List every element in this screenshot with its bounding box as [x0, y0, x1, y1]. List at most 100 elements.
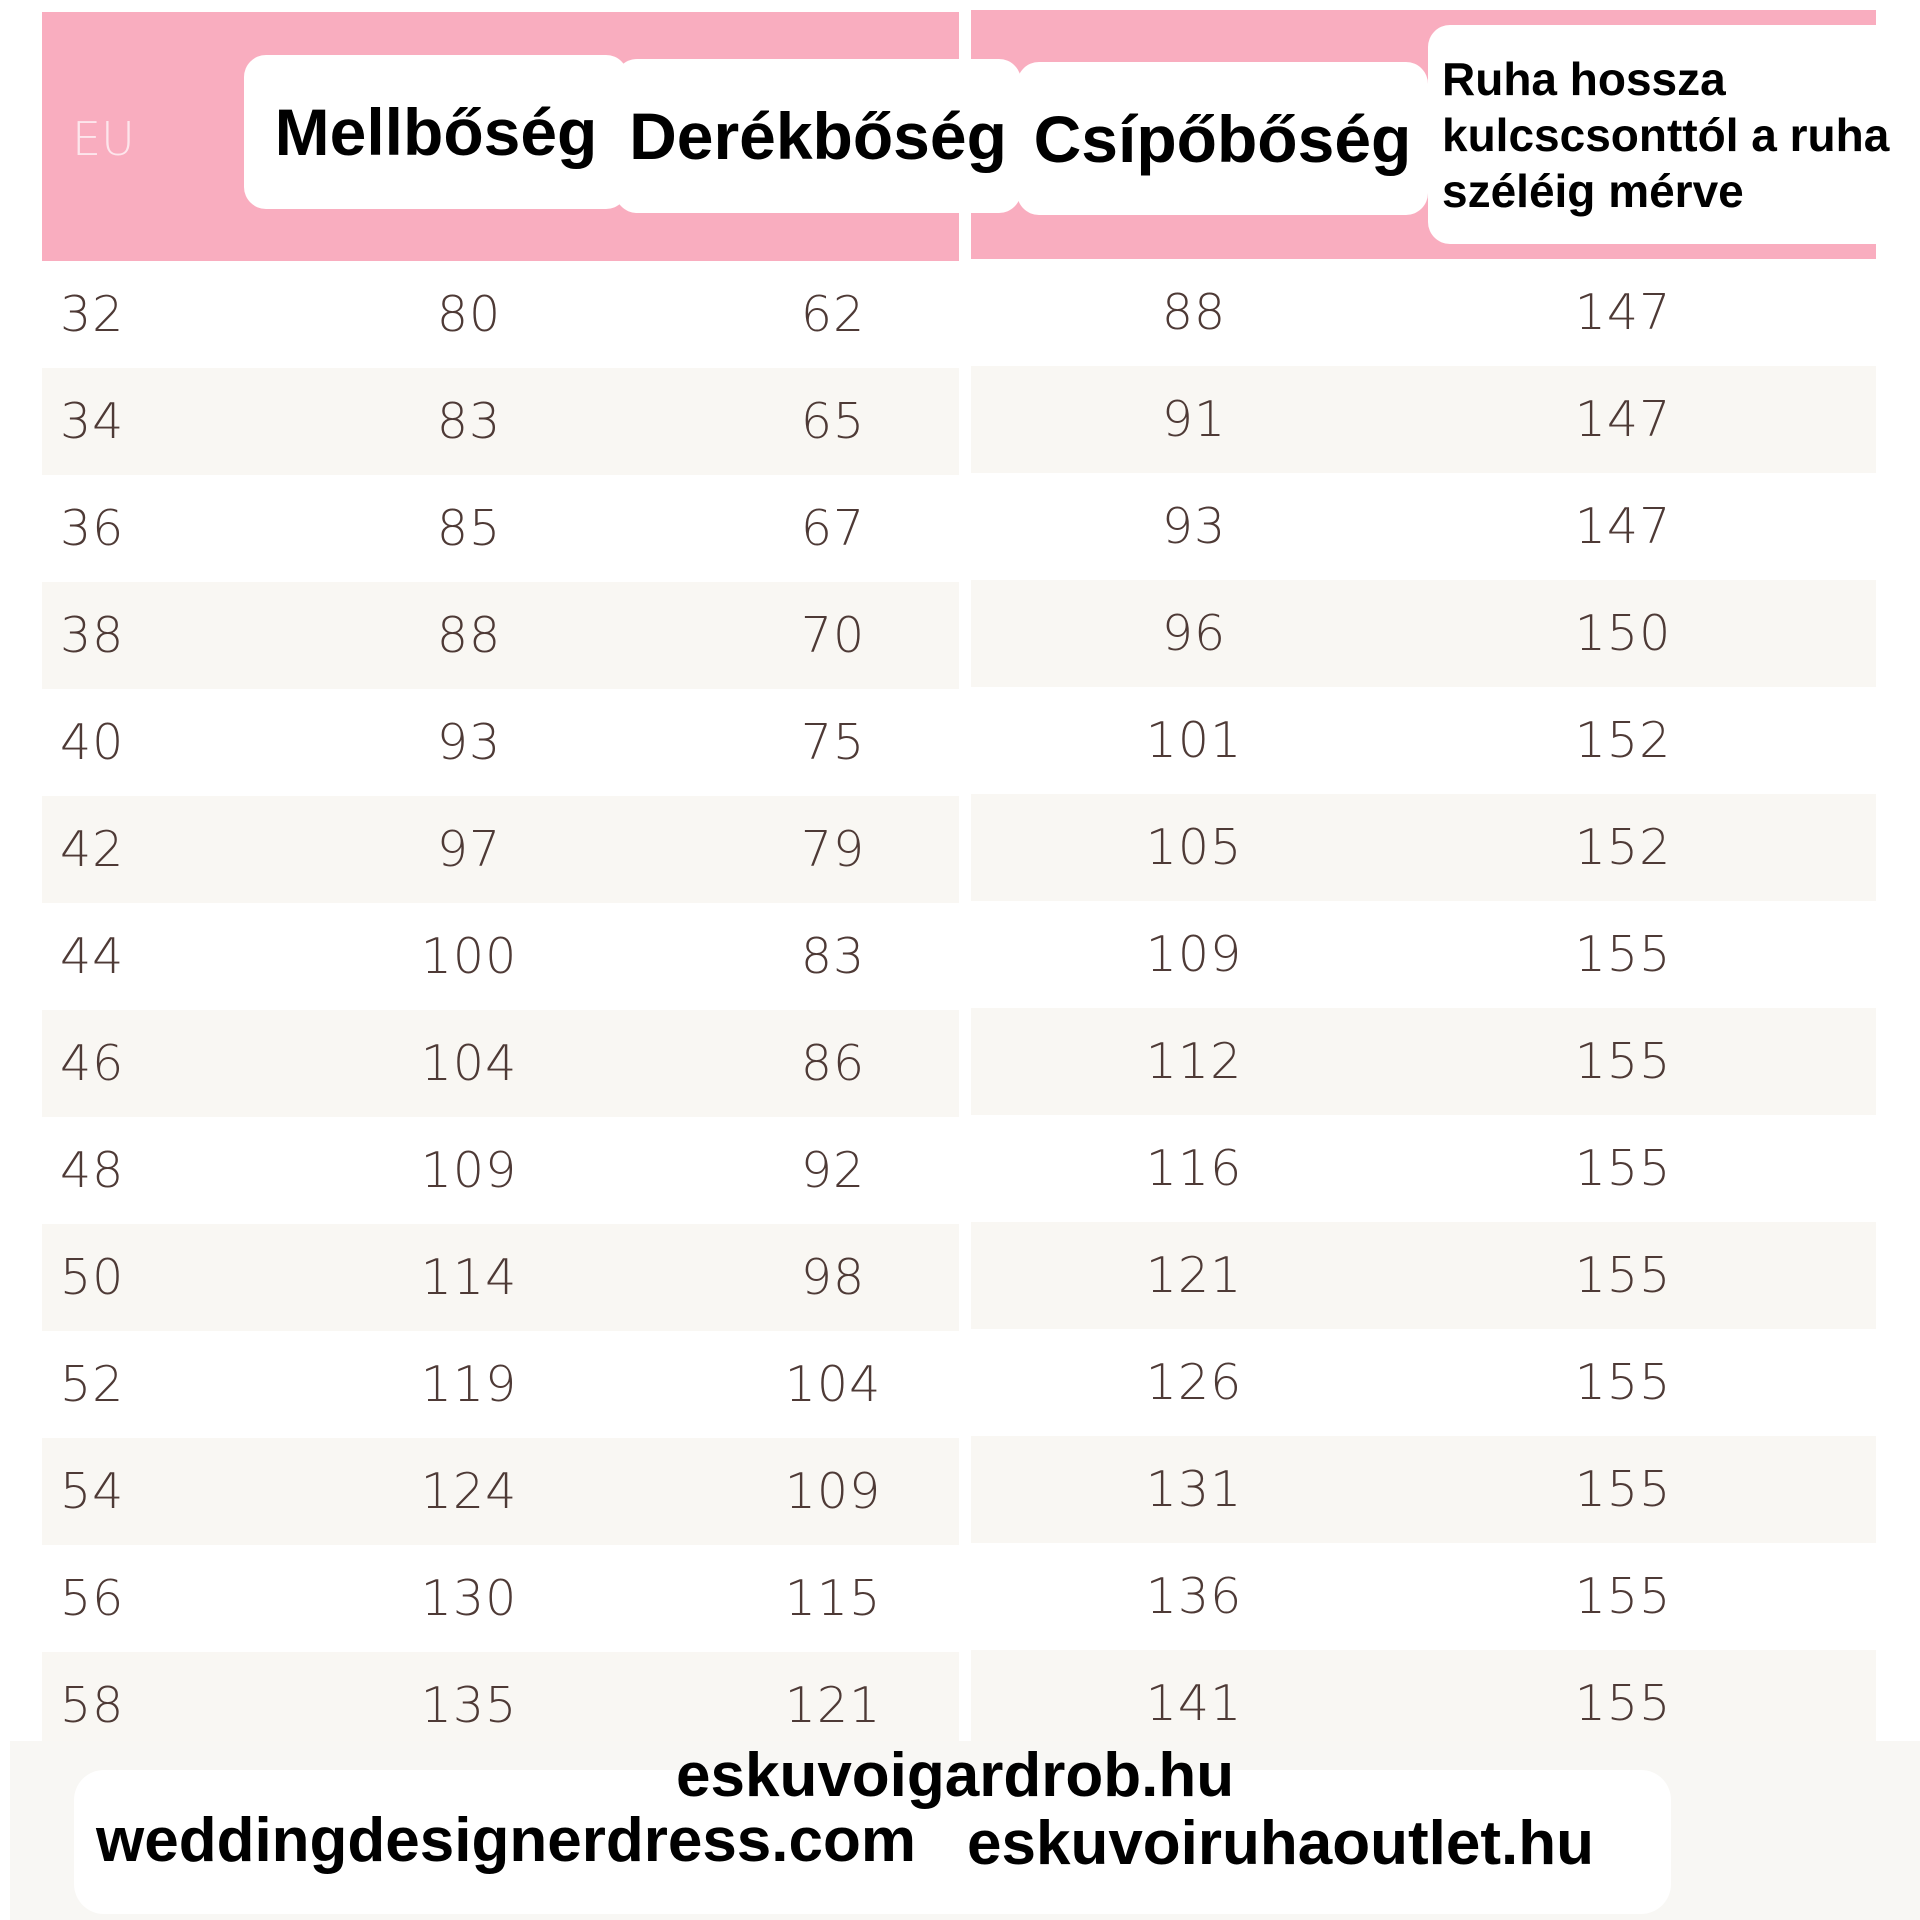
table-cell: 100 [420, 928, 518, 985]
table-row: 52 119 104 [42, 1331, 959, 1438]
table-cell: 104 [420, 1035, 518, 1092]
table-cell: 152 [1574, 819, 1672, 876]
table-cell: 36 [60, 500, 125, 557]
table-row: 46 104 86 [42, 1010, 959, 1117]
header-bust: Mellbőség [244, 55, 628, 209]
table-cell: 109 [420, 1142, 518, 1199]
table-cell: 105 [1145, 819, 1243, 876]
table-row: 88 147 [971, 259, 1876, 366]
table-cell: 121 [784, 1677, 882, 1734]
table-row: 116 155 [971, 1115, 1876, 1222]
table-row: 32 80 62 [42, 261, 959, 368]
table-row: 34 83 65 [42, 368, 959, 475]
header-length-line: széléig mérve [1442, 164, 1744, 217]
table-cell: 83 [436, 393, 502, 450]
table-row: 40 93 75 [42, 689, 959, 796]
table-row: 126 155 [971, 1329, 1876, 1436]
table-cell: 131 [1145, 1461, 1243, 1518]
table-cell: 48 [60, 1142, 125, 1199]
table-cell: 130 [420, 1570, 518, 1627]
table-cell: 155 [1574, 1675, 1672, 1732]
table-row: 121 155 [971, 1222, 1876, 1329]
table-cell: 62 [800, 286, 866, 343]
table-cell: 67 [800, 500, 866, 557]
table-cell: 150 [1574, 605, 1672, 662]
table-cell: 101 [1145, 712, 1243, 769]
table-cell: 136 [1145, 1568, 1243, 1625]
table-cell: 104 [784, 1356, 882, 1413]
website-weddingdesignerdress: weddingdesignerdress.com [96, 1806, 916, 1875]
table-row: 105 152 [971, 794, 1876, 901]
table-row: 54 124 109 [42, 1438, 959, 1545]
table-cell: 93 [1161, 498, 1227, 555]
table-cell: 32 [60, 286, 125, 343]
table-row: 136 155 [971, 1543, 1876, 1650]
table-row: 131 155 [971, 1436, 1876, 1543]
table-row: 112 155 [971, 1008, 1876, 1115]
header-dress-length: Ruha hossza kulcscsonttól a ruha széléig… [1428, 25, 1889, 244]
table-cell: 112 [1145, 1033, 1243, 1090]
table-cell: 155 [1574, 1247, 1672, 1304]
website-eskuvoigardrob: eskuvoigardrob.hu [676, 1741, 1235, 1810]
table-cell: 155 [1574, 926, 1672, 983]
table-row: 38 88 70 [42, 582, 959, 689]
table-cell: 54 [60, 1463, 125, 1520]
table-cell: 147 [1574, 284, 1672, 341]
table-row: 42 97 79 [42, 796, 959, 903]
table-cell: 96 [1161, 605, 1227, 662]
header-eu: EU [72, 112, 135, 166]
header-hip-label: Csípőbőség [1033, 101, 1412, 176]
table-cell: 152 [1574, 712, 1672, 769]
table-row: 141 155 [971, 1650, 1876, 1757]
table-cell: 42 [60, 821, 125, 878]
table-cell: 155 [1574, 1354, 1672, 1411]
table-row: 44 100 83 [42, 903, 959, 1010]
table-cell: 70 [800, 607, 866, 664]
table-cell: 65 [800, 393, 866, 450]
table-cell: 83 [800, 928, 866, 985]
table-cell: 124 [420, 1463, 518, 1520]
header-waist: Derékbőség [615, 59, 1021, 213]
table-row: 93 147 [971, 473, 1876, 580]
table-row: 109 155 [971, 901, 1876, 1008]
table-cell: 126 [1145, 1354, 1243, 1411]
table-cell: 34 [60, 393, 125, 450]
table-cell: 85 [436, 500, 502, 557]
table-cell: 147 [1574, 498, 1672, 555]
header-hip: Csípőbőség [1017, 62, 1428, 215]
table-cell: 58 [60, 1677, 125, 1734]
website-eskuvoiruhaoutlet: eskuvoiruhaoutlet.hu [967, 1809, 1594, 1878]
table-cell: 44 [60, 928, 125, 985]
header-length-line: kulcscsonttól a ruha [1442, 108, 1890, 161]
table-cell: 88 [1161, 284, 1227, 341]
table-cell: 46 [60, 1035, 125, 1092]
table-cell: 121 [1145, 1247, 1243, 1304]
table-cell: 115 [784, 1570, 882, 1627]
table-cell: 86 [800, 1035, 866, 1092]
table-cell: 147 [1574, 391, 1672, 448]
table-cell: 135 [420, 1677, 518, 1734]
table-cell: 155 [1574, 1461, 1672, 1518]
table-row: 101 152 [971, 687, 1876, 794]
table-cell: 119 [420, 1356, 518, 1413]
table-cell: 91 [1161, 391, 1227, 448]
table-row: 48 109 92 [42, 1117, 959, 1224]
table-cell: 93 [436, 714, 502, 771]
table-cell: 79 [800, 821, 866, 878]
table-cell: 116 [1145, 1140, 1243, 1197]
table-cell: 109 [784, 1463, 882, 1520]
table-cell: 40 [60, 714, 125, 771]
table-row: 36 85 67 [42, 475, 959, 582]
table-row: 91 147 [971, 366, 1876, 473]
table-cell: 52 [60, 1356, 125, 1413]
table-cell: 97 [436, 821, 502, 878]
table-row: 56 130 115 [42, 1545, 959, 1652]
table-cell: 50 [60, 1249, 125, 1306]
table-row: 50 114 98 [42, 1224, 959, 1331]
header-length-line: Ruha hossza [1442, 52, 1726, 105]
table-cell: 92 [800, 1142, 866, 1199]
table-cell: 75 [800, 714, 866, 771]
table-cell: 155 [1574, 1033, 1672, 1090]
table-cell: 56 [60, 1570, 125, 1627]
table-cell: 155 [1574, 1140, 1672, 1197]
